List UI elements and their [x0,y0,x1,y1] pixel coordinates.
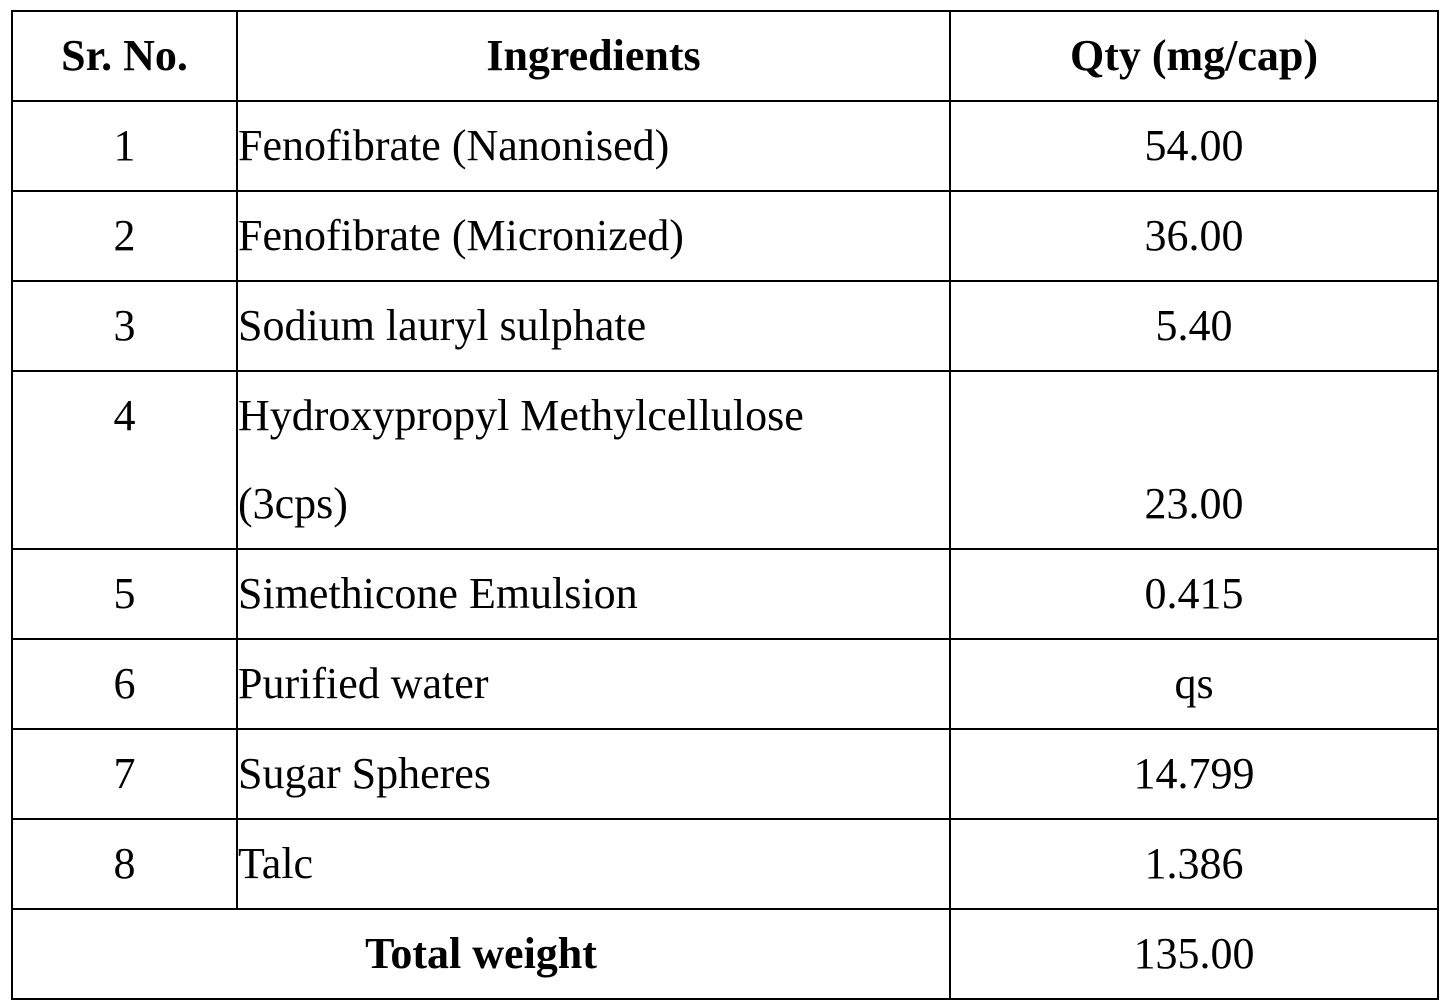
total-label: Total weight [12,909,950,999]
ingredient-cell: Simethicone Emulsion [237,549,950,639]
ingredient-cell: Purified water [237,639,950,729]
ingredient-line: (3cps) [238,460,949,548]
total-row: Total weight 135.00 [12,909,1438,999]
header-qty: Qty (mg/cap) [950,11,1438,101]
sr-no-cell: 3 [12,281,237,371]
sr-no-cell: 6 [12,639,237,729]
sr-no-cell: 8 [12,819,237,909]
table-row: 5 Simethicone Emulsion 0.415 [12,549,1438,639]
qty-cell: 0.415 [950,549,1438,639]
ingredient-line: Hydroxypropyl Methylcellulose [238,372,949,460]
sr-no-cell: 7 [12,729,237,819]
ingredient-cell: Fenofibrate (Micronized) [237,191,950,281]
header-ingredients: Ingredients [237,11,950,101]
table-row: 2 Fenofibrate (Micronized) 36.00 [12,191,1438,281]
ingredient-cell: Hydroxypropyl Methylcellulose (3cps) [237,371,950,549]
table-row: 4 Hydroxypropyl Methylcellulose (3cps) 2… [12,371,1438,549]
sr-no-cell: 5 [12,549,237,639]
qty-cell: 54.00 [950,101,1438,191]
ingredient-cell: Talc [237,819,950,909]
sr-no-cell: 1 [12,101,237,191]
ingredient-cell: Sugar Spheres [237,729,950,819]
total-qty: 135.00 [950,909,1438,999]
sr-no-cell: 4 [12,371,237,549]
qty-cell: 5.40 [950,281,1438,371]
header-sr-no: Sr. No. [12,11,237,101]
qty-cell: 14.799 [950,729,1438,819]
qty-cell: 1.386 [950,819,1438,909]
sr-no-cell: 2 [12,191,237,281]
table-row: 1 Fenofibrate (Nanonised) 54.00 [12,101,1438,191]
table-row: 7 Sugar Spheres 14.799 [12,729,1438,819]
qty-cell: 36.00 [950,191,1438,281]
table-row: 6 Purified water qs [12,639,1438,729]
table-row: 8 Talc 1.386 [12,819,1438,909]
qty-cell: 23.00 [950,371,1438,549]
table-row: 3 Sodium lauryl sulphate 5.40 [12,281,1438,371]
header-row: Sr. No. Ingredients Qty (mg/cap) [12,11,1438,101]
qty-cell: qs [950,639,1438,729]
ingredient-cell: Sodium lauryl sulphate [237,281,950,371]
ingredient-cell: Fenofibrate (Nanonised) [237,101,950,191]
formulation-table: Sr. No. Ingredients Qty (mg/cap) 1 Fenof… [11,10,1439,1000]
